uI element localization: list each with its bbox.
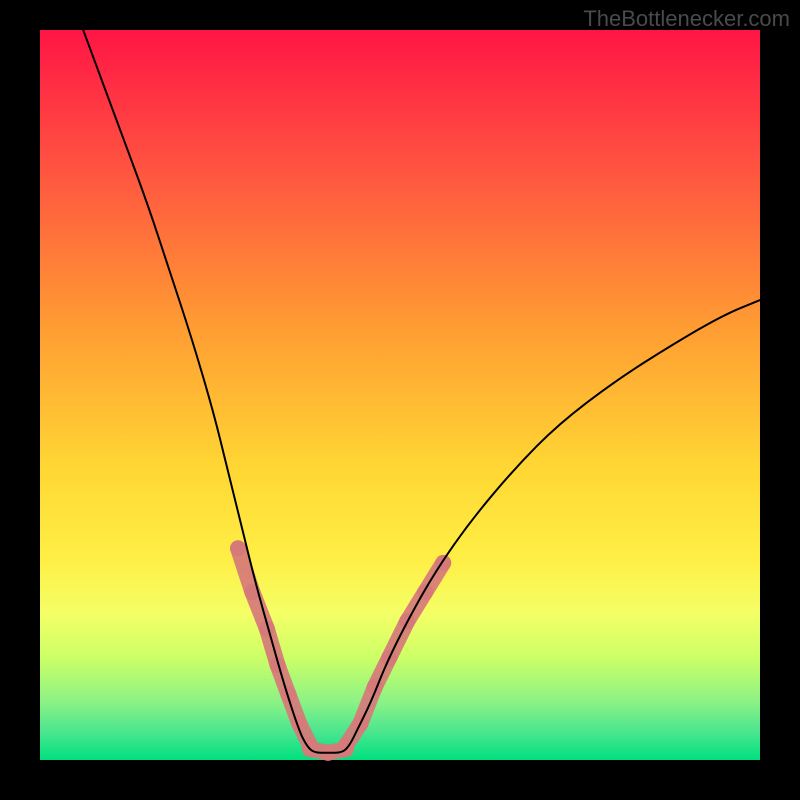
bottleneck-curve-chart — [0, 0, 800, 800]
chart-frame: TheBottlenecker.com — [0, 0, 800, 800]
site-watermark: TheBottlenecker.com — [583, 6, 790, 32]
